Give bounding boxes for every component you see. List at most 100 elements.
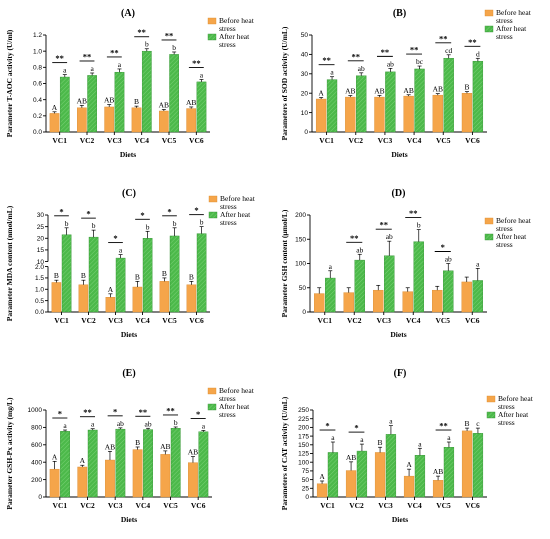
y-tick-label: 50 — [301, 32, 309, 39]
x-tick-label: VC1 — [317, 316, 332, 325]
significance-letter: A — [319, 472, 325, 481]
significance-marker: * — [140, 210, 144, 220]
significance-marker: ** — [468, 37, 477, 47]
y-tick-label: 0.6 — [33, 81, 42, 88]
bar-before-vc6 — [188, 462, 198, 498]
significance-marker: * — [59, 206, 63, 216]
significance-marker: ** — [83, 407, 92, 417]
panel-d: 0 50 100 150 200 (D) Parameter GSH content (μm… — [280, 188, 532, 339]
significance-letter: A — [52, 103, 58, 112]
legend-label-line: After heat — [498, 410, 529, 419]
significance-letter: b — [145, 40, 149, 49]
bar-before-vc6 — [461, 430, 473, 498]
bar-before-vc5 — [432, 289, 443, 313]
legend-swatch-before — [207, 387, 217, 395]
x-tick-label: VC2 — [81, 316, 96, 325]
legend-label-line: Before heat — [498, 394, 534, 403]
significance-letter: b — [173, 219, 177, 228]
panel-c: 0.0 0.5 1.0 1.5 2.010 15 20 25 30 (C) Parameter MD… — [5, 188, 256, 339]
significance-letter: B — [54, 271, 59, 280]
bar-after-vc2 — [354, 259, 365, 313]
significance-marker: * — [113, 406, 117, 416]
significance-letter: AB — [104, 96, 114, 105]
bar-after-vc1 — [61, 234, 72, 313]
legend-label-line: Before heat — [496, 216, 532, 225]
legend-swatch-before — [208, 195, 218, 203]
y-tick-label: 400 — [31, 459, 42, 466]
x-tick-label: VC1 — [319, 136, 334, 145]
significance-letter: b — [200, 218, 204, 227]
bar-after-vc6 — [472, 60, 484, 133]
y-tick-label: 175 — [298, 433, 309, 440]
significance-letter: AB — [346, 453, 356, 462]
x-axis-label: Diets — [121, 515, 137, 524]
bar-after-vc2 — [356, 75, 367, 133]
y-axis-label: Parameter MDA content (nmol/mL) — [5, 205, 14, 321]
y-tick-label: 1.0 — [35, 286, 44, 293]
legend-label-line: After heat — [496, 232, 527, 241]
legend-label-line: stress — [498, 402, 515, 411]
y-tick-label: 1.2 — [33, 32, 42, 39]
bar-after-vc5 — [443, 58, 454, 133]
legend-label: After heat stress — [219, 402, 250, 419]
bar-before-vc2 — [77, 466, 88, 498]
x-tick-label: VC3 — [378, 501, 393, 510]
legend-label: Before heat stress — [496, 8, 532, 25]
x-axis-label: Diets — [390, 330, 406, 339]
bar-before-vc6 — [461, 92, 473, 133]
y-tick-label: 20 — [37, 235, 45, 242]
bar-before-vc5 — [432, 94, 443, 133]
significance-letter: b — [174, 418, 178, 427]
bar-before-vc3 — [374, 452, 386, 498]
x-tick-label: VC4 — [407, 501, 422, 510]
x-tick-label: VC6 — [465, 501, 480, 510]
bar-after-vc4 — [413, 241, 424, 313]
x-tick-label: VC6 — [191, 501, 206, 510]
y-tick-label: 40 — [301, 52, 309, 59]
bar-before-vc2 — [345, 96, 356, 133]
bar-before-vc1 — [315, 98, 327, 133]
y-tick-label: 0.0 — [33, 129, 42, 136]
legend-label: After heat stress — [498, 410, 529, 427]
y-tick-label: 0.2 — [33, 113, 42, 120]
significance-letter: b — [417, 221, 421, 230]
x-tick-label: VC3 — [376, 316, 391, 325]
x-tick-label: VC5 — [162, 136, 177, 145]
x-tick-label: VC6 — [465, 136, 480, 145]
significance-marker: ** — [350, 233, 359, 243]
y-tick-label: 0.8 — [33, 65, 42, 72]
legend-label-line: After heat — [220, 210, 251, 219]
significance-letter: c — [476, 419, 480, 428]
significance-marker: * — [167, 206, 171, 216]
legend-swatch-after — [208, 211, 218, 219]
legend-swatch-after — [486, 411, 496, 419]
significance-letter: B — [134, 97, 139, 106]
legend-label-line: stress — [219, 410, 236, 419]
significance-letter: bc — [416, 57, 424, 66]
y-tick-label: 25 — [37, 224, 45, 231]
significance-letter: a — [63, 421, 67, 430]
y-tick-label: 15 — [37, 247, 45, 254]
bar-after-vc3 — [115, 257, 126, 313]
significance-letter: B — [464, 83, 469, 92]
bar-before-vc3 — [105, 297, 116, 313]
significance-letter: B — [135, 272, 140, 281]
bar-after-vc6 — [472, 280, 483, 313]
x-tick-label: VC2 — [80, 501, 95, 510]
legend-label: Before heat stress — [220, 194, 256, 211]
significance-marker: ** — [352, 51, 361, 61]
y-tick-label: 10 — [37, 259, 45, 266]
significance-letter: b — [146, 222, 150, 231]
bar-after-vc2 — [87, 75, 97, 133]
significance-letter: AB — [188, 448, 198, 457]
bar-before-vc5 — [159, 281, 170, 313]
bar-before-vc1 — [314, 293, 325, 313]
bar-after-vc3 — [385, 71, 396, 133]
y-axis-label: Parameter GSH content (μmol/L) — [280, 209, 289, 317]
panel-label: (B) — [393, 8, 406, 19]
bar-before-vc4 — [132, 286, 143, 313]
